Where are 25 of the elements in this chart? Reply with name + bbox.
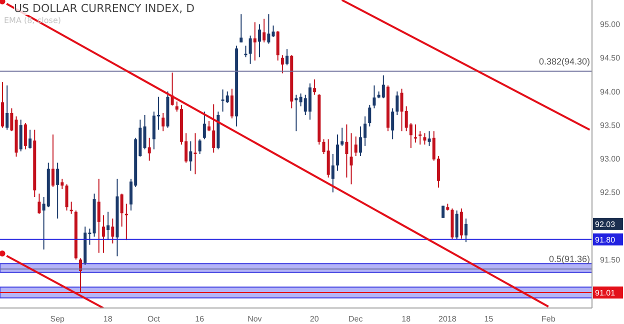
- y-tick-label: 91.50: [600, 255, 621, 264]
- y-tick-label: 93.00: [600, 154, 621, 164]
- ref-line-label: 91.80: [595, 235, 616, 244]
- ref-line-label: 0.5(91.36): [548, 254, 590, 264]
- x-tick-label: 15: [484, 314, 494, 324]
- x-tick-label: 18: [103, 314, 113, 324]
- ref-line-label: 91.01: [595, 288, 616, 298]
- ref-line-label: 0.382(94.30): [538, 56, 590, 66]
- x-tick-label: Nov: [248, 314, 262, 324]
- y-tick-label: 93.50: [600, 120, 621, 130]
- chart-title: US DOLLAR CURRENCY INDEX, D: [14, 2, 195, 15]
- text: 92.03: [595, 220, 616, 229]
- x-tick-label: 18: [402, 314, 412, 324]
- x-tick-label: 2018: [438, 314, 457, 324]
- x-tick-label: 20: [310, 314, 320, 324]
- x-tick-label: Dec: [348, 314, 363, 324]
- y-tick-label: 92.50: [600, 188, 621, 198]
- x-tick-label: Feb: [542, 314, 556, 324]
- x-tick-label: Oct: [148, 314, 161, 324]
- y-tick-label: 95.00: [600, 20, 621, 30]
- y-tick-label: 94.50: [600, 54, 621, 63]
- x-tick-label: 16: [195, 314, 205, 324]
- x-tick-label: Sep: [50, 314, 66, 324]
- text: EMA (8, close): [4, 16, 61, 25]
- y-tick-label: 94.00: [600, 87, 621, 96]
